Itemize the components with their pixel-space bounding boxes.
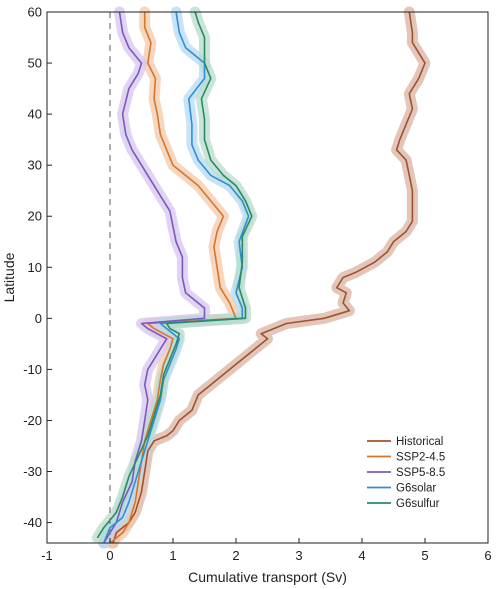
y-tick-label: 50	[28, 56, 42, 71]
y-tick-label: 40	[28, 107, 42, 122]
legend-label: SSP2-4.5	[396, 452, 445, 464]
x-tick-label: 0	[106, 548, 113, 563]
line-ssp5-8-5	[103, 11, 206, 544]
y-tick-label: -20	[23, 413, 42, 428]
x-tick-label: 4	[358, 548, 365, 563]
plot-frame	[46, 11, 489, 544]
y-tick-label: 20	[28, 209, 42, 224]
legend-label: SSP5-8.5	[396, 467, 445, 479]
y-tick-label: -40	[23, 515, 42, 530]
y-tick-label: 10	[28, 260, 42, 275]
x-tick-label: 3	[295, 548, 302, 563]
y-axis-label: Latitude	[1, 252, 17, 302]
x-tick-label: 5	[421, 548, 428, 563]
x-tick-label: -1	[41, 548, 53, 563]
y-axis-ticks: -40 -30 -20 -10 0 10 20 30 40 50 60	[23, 5, 52, 530]
y-tick-label: -10	[23, 362, 42, 377]
line-ssp2-4-5	[109, 12, 237, 544]
legend-label: Historical	[396, 436, 443, 448]
series-lines	[96, 11, 426, 544]
x-tick-label: 1	[169, 548, 176, 563]
line-historical	[112, 11, 426, 544]
x-axis-ticks: -1 0 1 2 3 4 5 6	[41, 538, 492, 563]
line-g6sulfur	[96, 11, 253, 539]
legend-label: G6sulfur	[396, 498, 440, 510]
x-axis-label: Cumulative transport (Sv)	[188, 569, 347, 585]
y-tick-label: 0	[35, 311, 42, 326]
y-tick-label: 60	[28, 5, 42, 20]
line-g6solar	[102, 11, 250, 544]
x-tick-label: 6	[484, 548, 491, 563]
legend: Historical SSP2-4.5 SSP5-8.5 G6solar G6sulfu…	[367, 436, 445, 510]
legend-label: G6solar	[396, 483, 436, 495]
band-g6sulfur	[91, 6, 258, 544]
x-tick-label: 2	[232, 548, 239, 563]
y-tick-label: -30	[23, 464, 42, 479]
y-tick-label: 30	[28, 158, 42, 173]
